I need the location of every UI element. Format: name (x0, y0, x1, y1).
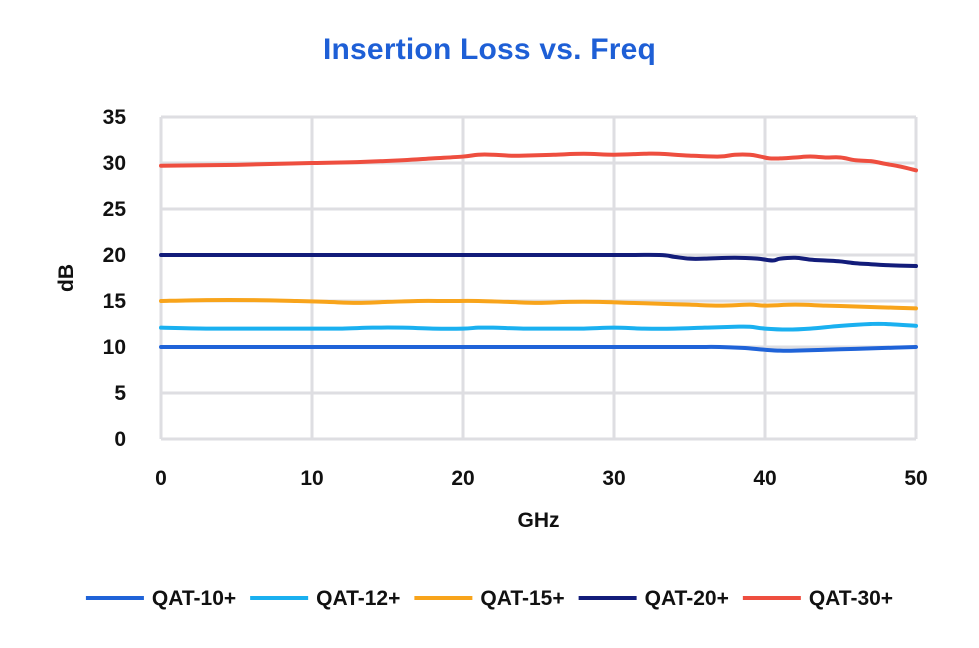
series-line-qat-15 (159, 297, 918, 311)
axes (159, 117, 916, 441)
series-line-qat-20 (159, 252, 918, 269)
y-tick-label: 10 (103, 336, 126, 359)
legend-label: QAT-12+ (316, 587, 400, 610)
x-tick-label: 30 (602, 467, 625, 490)
x-axis-title: GHz (518, 509, 560, 532)
series-lines (159, 151, 918, 353)
y-tick-label: 20 (103, 244, 126, 267)
legend-label: QAT-15+ (480, 587, 564, 610)
chart-title: Insertion Loss vs. Freq (322, 33, 657, 66)
legend-item-qat-10: QAT-10+ (85, 587, 236, 610)
x-tick-label: 40 (753, 467, 776, 490)
tick-labels: 0 5 10 15 20 25 30 35 0 10 20 30 40 50 (103, 106, 928, 490)
y-tick-label: 15 (103, 290, 127, 313)
x-tick-label: 10 (300, 467, 323, 490)
y-tick-label: 35 (103, 106, 127, 129)
x-tick-label: 20 (451, 467, 474, 490)
y-tick-label: 30 (103, 152, 126, 175)
y-tick-label: 0 (114, 428, 126, 451)
x-tick-label: 0 (155, 467, 167, 490)
legend-item-qat-12: QAT-12+ (250, 587, 400, 610)
legend-item-qat-20: QAT-20+ (578, 587, 729, 610)
legend-label: QAT-30+ (809, 587, 893, 610)
legend: QAT-10+ QAT-12+ QAT-15+ QAT-20+ QAT-30+ (85, 587, 893, 610)
y-axis-title: dB (55, 264, 78, 292)
legend-label: QAT-20+ (645, 587, 729, 610)
legend-label: QAT-10+ (152, 587, 236, 610)
series-line-qat-30 (159, 151, 918, 173)
x-tick-label: 50 (904, 467, 927, 490)
legend-item-qat-30: QAT-30+ (742, 587, 893, 610)
series-line-qat-12 (159, 321, 918, 332)
y-tick-label: 25 (103, 198, 127, 221)
y-tick-label: 5 (114, 382, 126, 405)
legend-item-qat-15: QAT-15+ (414, 587, 565, 610)
series-line-qat-10 (159, 344, 918, 353)
